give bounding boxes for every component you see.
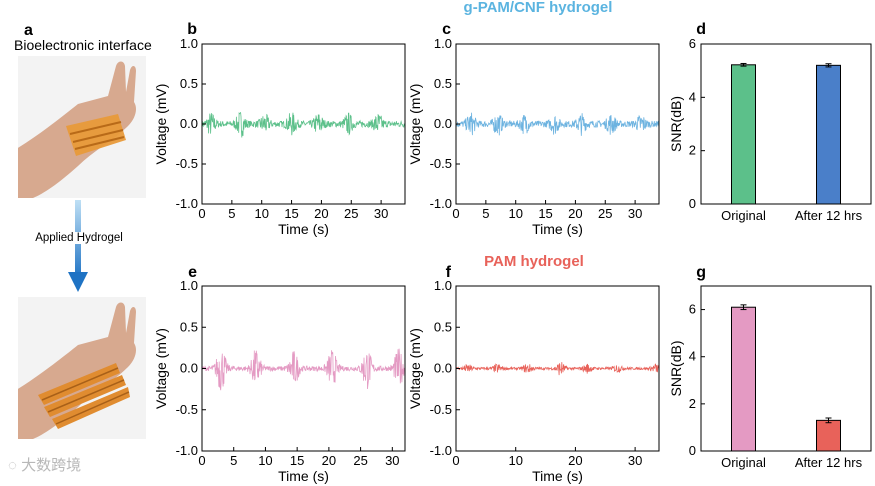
y-tick-label: 1.0 (180, 278, 198, 293)
y-tick-label: 1.0 (180, 36, 198, 51)
series-line-e (201, 348, 406, 391)
y-tick-label: 1.0 (434, 278, 452, 293)
y-tick-label: 0.0 (180, 116, 198, 131)
category-label: Original (721, 208, 766, 223)
bar-d-1 (816, 64, 841, 205)
x-tick-label: 30 (385, 453, 399, 468)
bar-g-1 (816, 419, 841, 452)
x-axis-label-e: Time (s) (278, 468, 329, 484)
panel-e-label: e (188, 264, 197, 281)
x-tick-label: 25 (353, 453, 367, 468)
x-tick-label: 0 (452, 206, 459, 221)
x-tick-label: 10 (508, 206, 522, 221)
y-tick-label: 4 (689, 349, 696, 364)
x-tick-label: 0 (198, 453, 205, 468)
y-tick-label: 0 (689, 196, 696, 211)
x-tick-label: 25 (344, 206, 358, 221)
y-tick-label: 6 (689, 302, 696, 317)
y-axis-label-c: Voltage (mV) (407, 84, 423, 165)
panel-g-label: g (696, 264, 706, 281)
x-axis-label-f: Time (s) (532, 468, 583, 484)
y-tick-label: -1.0 (176, 196, 198, 211)
watermark-icon: ◌ (8, 457, 17, 474)
y-tick-label: 0.0 (434, 361, 452, 376)
series-line-b (201, 112, 406, 138)
watermark-text: ◌ 大数跨境 (8, 454, 81, 475)
x-tick-label: 30 (628, 453, 642, 468)
bar-d-0 (731, 64, 756, 205)
y-tick-label: 0.5 (180, 319, 198, 334)
y-tick-label: -0.5 (430, 156, 452, 171)
y-tick-label: -1.0 (430, 443, 452, 458)
y-axis-label-d: SNR(dB) (668, 96, 684, 152)
y-tick-label: -0.5 (176, 402, 198, 417)
y-tick-label: -0.5 (430, 402, 452, 417)
y-tick-label: 2 (689, 143, 696, 158)
y-tick-label: 6 (689, 36, 696, 51)
group-title-top: g-PAM/CNF hydrogel (464, 0, 613, 16)
y-tick-label: -0.5 (176, 156, 198, 171)
plot-frame-d (700, 43, 872, 205)
group-title-bottom: PAM hydrogel (484, 253, 584, 270)
x-tick-label: 10 (508, 453, 522, 468)
x-tick-label: 20 (322, 453, 336, 468)
forearm-with-hydrogel-patch-photo (18, 56, 146, 198)
photo-bottom (18, 297, 146, 439)
panel-a-label: a (24, 22, 33, 39)
arrow-label: Applied Hydrogel (4, 232, 154, 244)
y-axis-label-f: Voltage (mV) (407, 328, 423, 409)
category-label: After 12 hrs (795, 208, 863, 223)
y-tick-label: 0.5 (434, 76, 452, 91)
x-tick-label: 15 (538, 206, 552, 221)
y-tick-label: 0 (689, 443, 696, 458)
category-label: Original (721, 455, 766, 470)
y-axis-label-g: SNR(dB) (668, 340, 684, 396)
x-tick-label: 10 (254, 206, 268, 221)
y-tick-label: 0.0 (180, 361, 198, 376)
y-tick-label: -1.0 (176, 443, 198, 458)
y-tick-label: 1.0 (434, 36, 452, 51)
watermark-label: 大数跨境 (21, 457, 82, 474)
x-axis-label-c: Time (s) (532, 221, 583, 237)
x-tick-label: 15 (284, 206, 298, 221)
x-tick-label: 0 (452, 453, 459, 468)
panel-b-label: b (187, 21, 197, 38)
x-tick-label: 0 (198, 206, 205, 221)
y-axis-label-e: Voltage (mV) (153, 328, 169, 409)
y-tick-label: 0.0 (434, 116, 452, 131)
x-tick-label: 30 (628, 206, 642, 221)
panel-c-label: c (442, 21, 451, 38)
y-axis-label-b: Voltage (mV) (153, 84, 169, 165)
x-tick-label: 20 (568, 206, 582, 221)
x-tick-label: 10 (258, 453, 272, 468)
y-tick-label: -1.0 (430, 196, 452, 211)
series-line-f (455, 362, 660, 376)
series-line-c (455, 112, 660, 136)
panel-d-label: d (696, 21, 706, 38)
forearm-with-three-hydrogel-strips-photo (18, 297, 146, 439)
x-axis-label-b: Time (s) (278, 221, 329, 237)
x-tick-label: 20 (314, 206, 328, 221)
x-tick-label: 30 (374, 206, 388, 221)
x-tick-label: 5 (482, 206, 489, 221)
plot-frame-g (700, 285, 872, 452)
x-tick-label: 5 (230, 453, 237, 468)
x-tick-label: 5 (228, 206, 235, 221)
x-tick-label: 15 (290, 453, 304, 468)
y-tick-label: 4 (689, 89, 696, 104)
category-label: After 12 hrs (795, 455, 863, 470)
x-tick-label: 20 (568, 453, 582, 468)
y-tick-label: 0.5 (180, 76, 198, 91)
panel-f-label: f (446, 264, 452, 281)
panel-a-title: Bioelectronic interface (14, 37, 152, 53)
x-tick-label: 25 (598, 206, 612, 221)
photo-top (18, 56, 146, 198)
y-tick-label: 2 (689, 396, 696, 411)
y-tick-label: 0.5 (434, 319, 452, 334)
bar-g-0 (731, 306, 756, 452)
